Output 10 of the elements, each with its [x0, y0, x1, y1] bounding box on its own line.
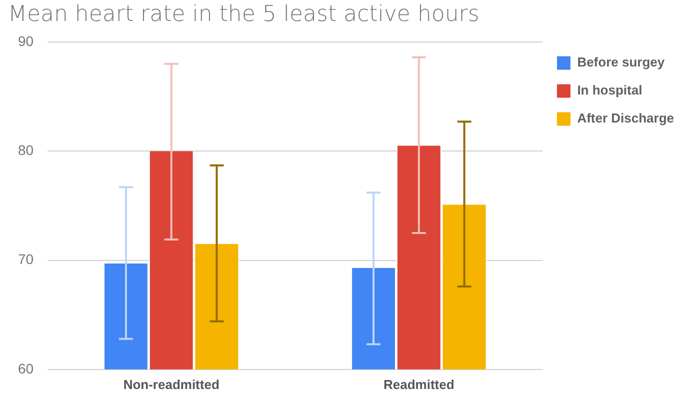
- y-tick-label: 80: [18, 142, 34, 158]
- legend-label: Before surgey: [577, 54, 666, 70]
- x-tick-label: Readmitted: [384, 376, 454, 392]
- y-tick-label: 90: [18, 32, 34, 49]
- legend-label: After Discharge: [577, 110, 674, 126]
- x-tick-label: Non-readmitted: [123, 376, 220, 392]
- y-tick-label: 70: [18, 251, 34, 268]
- legend-label: In hospital: [577, 82, 642, 98]
- y-tick-label: 60: [18, 360, 34, 376]
- chart-title: Mean heart rate in the 5 least active hours: [8, 2, 480, 27]
